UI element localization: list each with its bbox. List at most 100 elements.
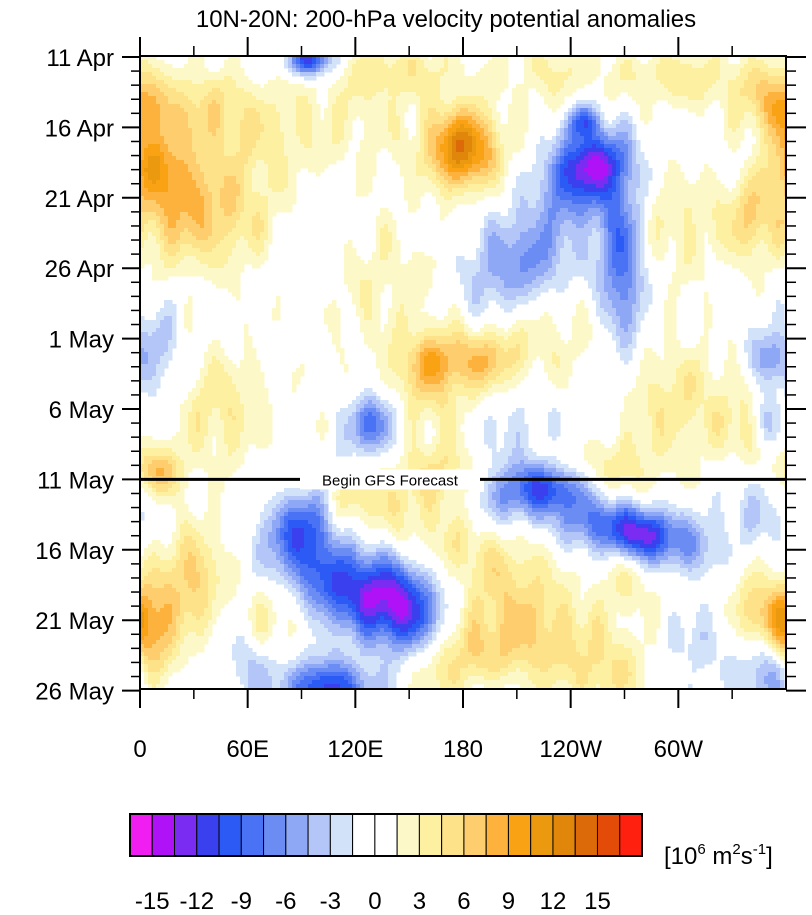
heat-cell-run xyxy=(452,540,461,545)
heat-cell-run xyxy=(256,612,269,617)
heat-cell-run xyxy=(588,116,593,121)
heat-cell-run xyxy=(144,620,149,625)
heat-cell-run xyxy=(576,308,589,313)
heat-cell-run xyxy=(172,316,177,321)
heat-cell-run xyxy=(460,608,465,613)
heat-cell-run xyxy=(268,544,281,549)
heat-cell-run xyxy=(460,612,465,617)
heat-cell-run xyxy=(372,292,381,297)
heat-cell-run xyxy=(472,604,485,609)
heat-cell-run xyxy=(484,384,493,389)
heat-cell-run xyxy=(664,184,725,189)
heat-cell-run xyxy=(396,536,409,541)
heat-cell-run xyxy=(356,308,365,313)
heat-cell-run xyxy=(676,256,685,261)
heat-cell-run xyxy=(744,492,765,497)
heat-cell-run xyxy=(168,184,197,189)
heat-cell-run xyxy=(760,348,781,353)
heat-cell-run xyxy=(440,148,449,153)
heat-cell-run xyxy=(360,436,365,441)
heat-cell-run xyxy=(140,260,165,265)
heat-cell-run xyxy=(516,84,549,89)
heat-cell-run xyxy=(628,516,637,521)
heat-cell-run xyxy=(448,396,457,401)
heat-cell-run xyxy=(672,272,705,277)
heat-cell-run xyxy=(184,536,193,541)
heat-cell-run xyxy=(424,584,433,589)
heat-cell-run xyxy=(392,620,397,625)
heat-cell-run xyxy=(452,560,469,565)
heat-cell-run xyxy=(640,556,649,561)
heat-cell-run xyxy=(420,144,425,149)
heat-cell-run xyxy=(708,88,729,93)
heat-cell-run xyxy=(764,604,769,609)
heat-cell-run xyxy=(768,628,773,633)
heat-cell-run xyxy=(620,184,625,189)
heat-cell-run xyxy=(732,624,741,629)
heat-cell-run xyxy=(628,552,637,557)
heat-cell-run xyxy=(284,132,297,137)
heat-cell-run xyxy=(432,588,437,593)
heat-cell-run xyxy=(636,76,657,81)
heat-cell-run xyxy=(620,204,625,209)
heat-cell-run xyxy=(660,540,665,545)
heat-cell-run xyxy=(620,120,629,125)
heat-cell-run xyxy=(348,108,389,113)
heat-cell-run xyxy=(624,512,629,517)
heat-cell-run xyxy=(252,180,269,185)
heat-cell-run xyxy=(328,512,333,517)
heat-cell-run xyxy=(140,264,145,269)
heat-cell-run xyxy=(320,500,325,505)
heat-cell-run xyxy=(200,392,241,397)
heat-cell-run xyxy=(672,524,693,529)
heat-cell-run xyxy=(712,216,737,221)
heat-cell-run xyxy=(504,608,537,613)
heat-cell-run xyxy=(380,616,385,621)
heat-cell-run xyxy=(584,540,593,545)
heat-cell-run xyxy=(140,80,165,85)
heat-cell-run xyxy=(296,132,313,137)
heat-cell-run xyxy=(752,176,781,181)
heat-cell-run xyxy=(552,192,557,197)
heat-cell-run xyxy=(304,604,313,609)
heat-cell-run xyxy=(232,416,237,421)
heat-cell-run xyxy=(188,440,205,445)
heat-cell-run xyxy=(140,100,157,105)
heat-cell-run xyxy=(448,180,465,185)
heat-cell-run xyxy=(548,220,553,225)
heat-cell-run xyxy=(748,412,753,417)
heat-cell-run xyxy=(480,628,489,633)
heat-cell-run xyxy=(552,380,569,385)
heat-cell-run xyxy=(504,484,521,489)
heat-cell-run xyxy=(688,96,705,101)
heat-cell-run xyxy=(664,308,677,313)
heat-cell-run xyxy=(600,512,617,517)
heat-cell-run xyxy=(320,592,329,597)
heat-cell-run xyxy=(216,436,225,441)
heat-cell-run xyxy=(608,264,613,269)
heat-cell-run xyxy=(628,180,641,185)
heat-cell-run xyxy=(724,260,786,265)
heat-cell-run xyxy=(140,616,145,621)
heat-cell-run xyxy=(572,604,593,609)
heat-cell-run xyxy=(616,516,625,521)
heat-cell-run xyxy=(620,428,653,433)
heat-cell-run xyxy=(144,552,153,557)
heat-cell-run xyxy=(420,352,429,357)
heat-cell-run xyxy=(364,420,377,425)
heat-cell-run xyxy=(416,372,421,377)
heat-cell-run xyxy=(164,244,181,249)
heat-cell-run xyxy=(636,320,641,325)
heat-cell-run xyxy=(284,568,293,573)
heat-cell-run xyxy=(512,196,521,201)
heat-cell-run xyxy=(508,336,529,341)
heat-cell-run xyxy=(664,424,685,429)
heat-cell-run xyxy=(360,608,393,613)
heat-cell-run xyxy=(408,200,421,205)
heat-cell-run xyxy=(156,640,173,645)
heat-cell-run xyxy=(208,120,221,125)
heat-cell-run xyxy=(320,524,325,529)
heat-cell-run xyxy=(492,460,509,465)
heat-cell-run xyxy=(772,424,781,429)
heat-cell-run xyxy=(540,236,553,241)
